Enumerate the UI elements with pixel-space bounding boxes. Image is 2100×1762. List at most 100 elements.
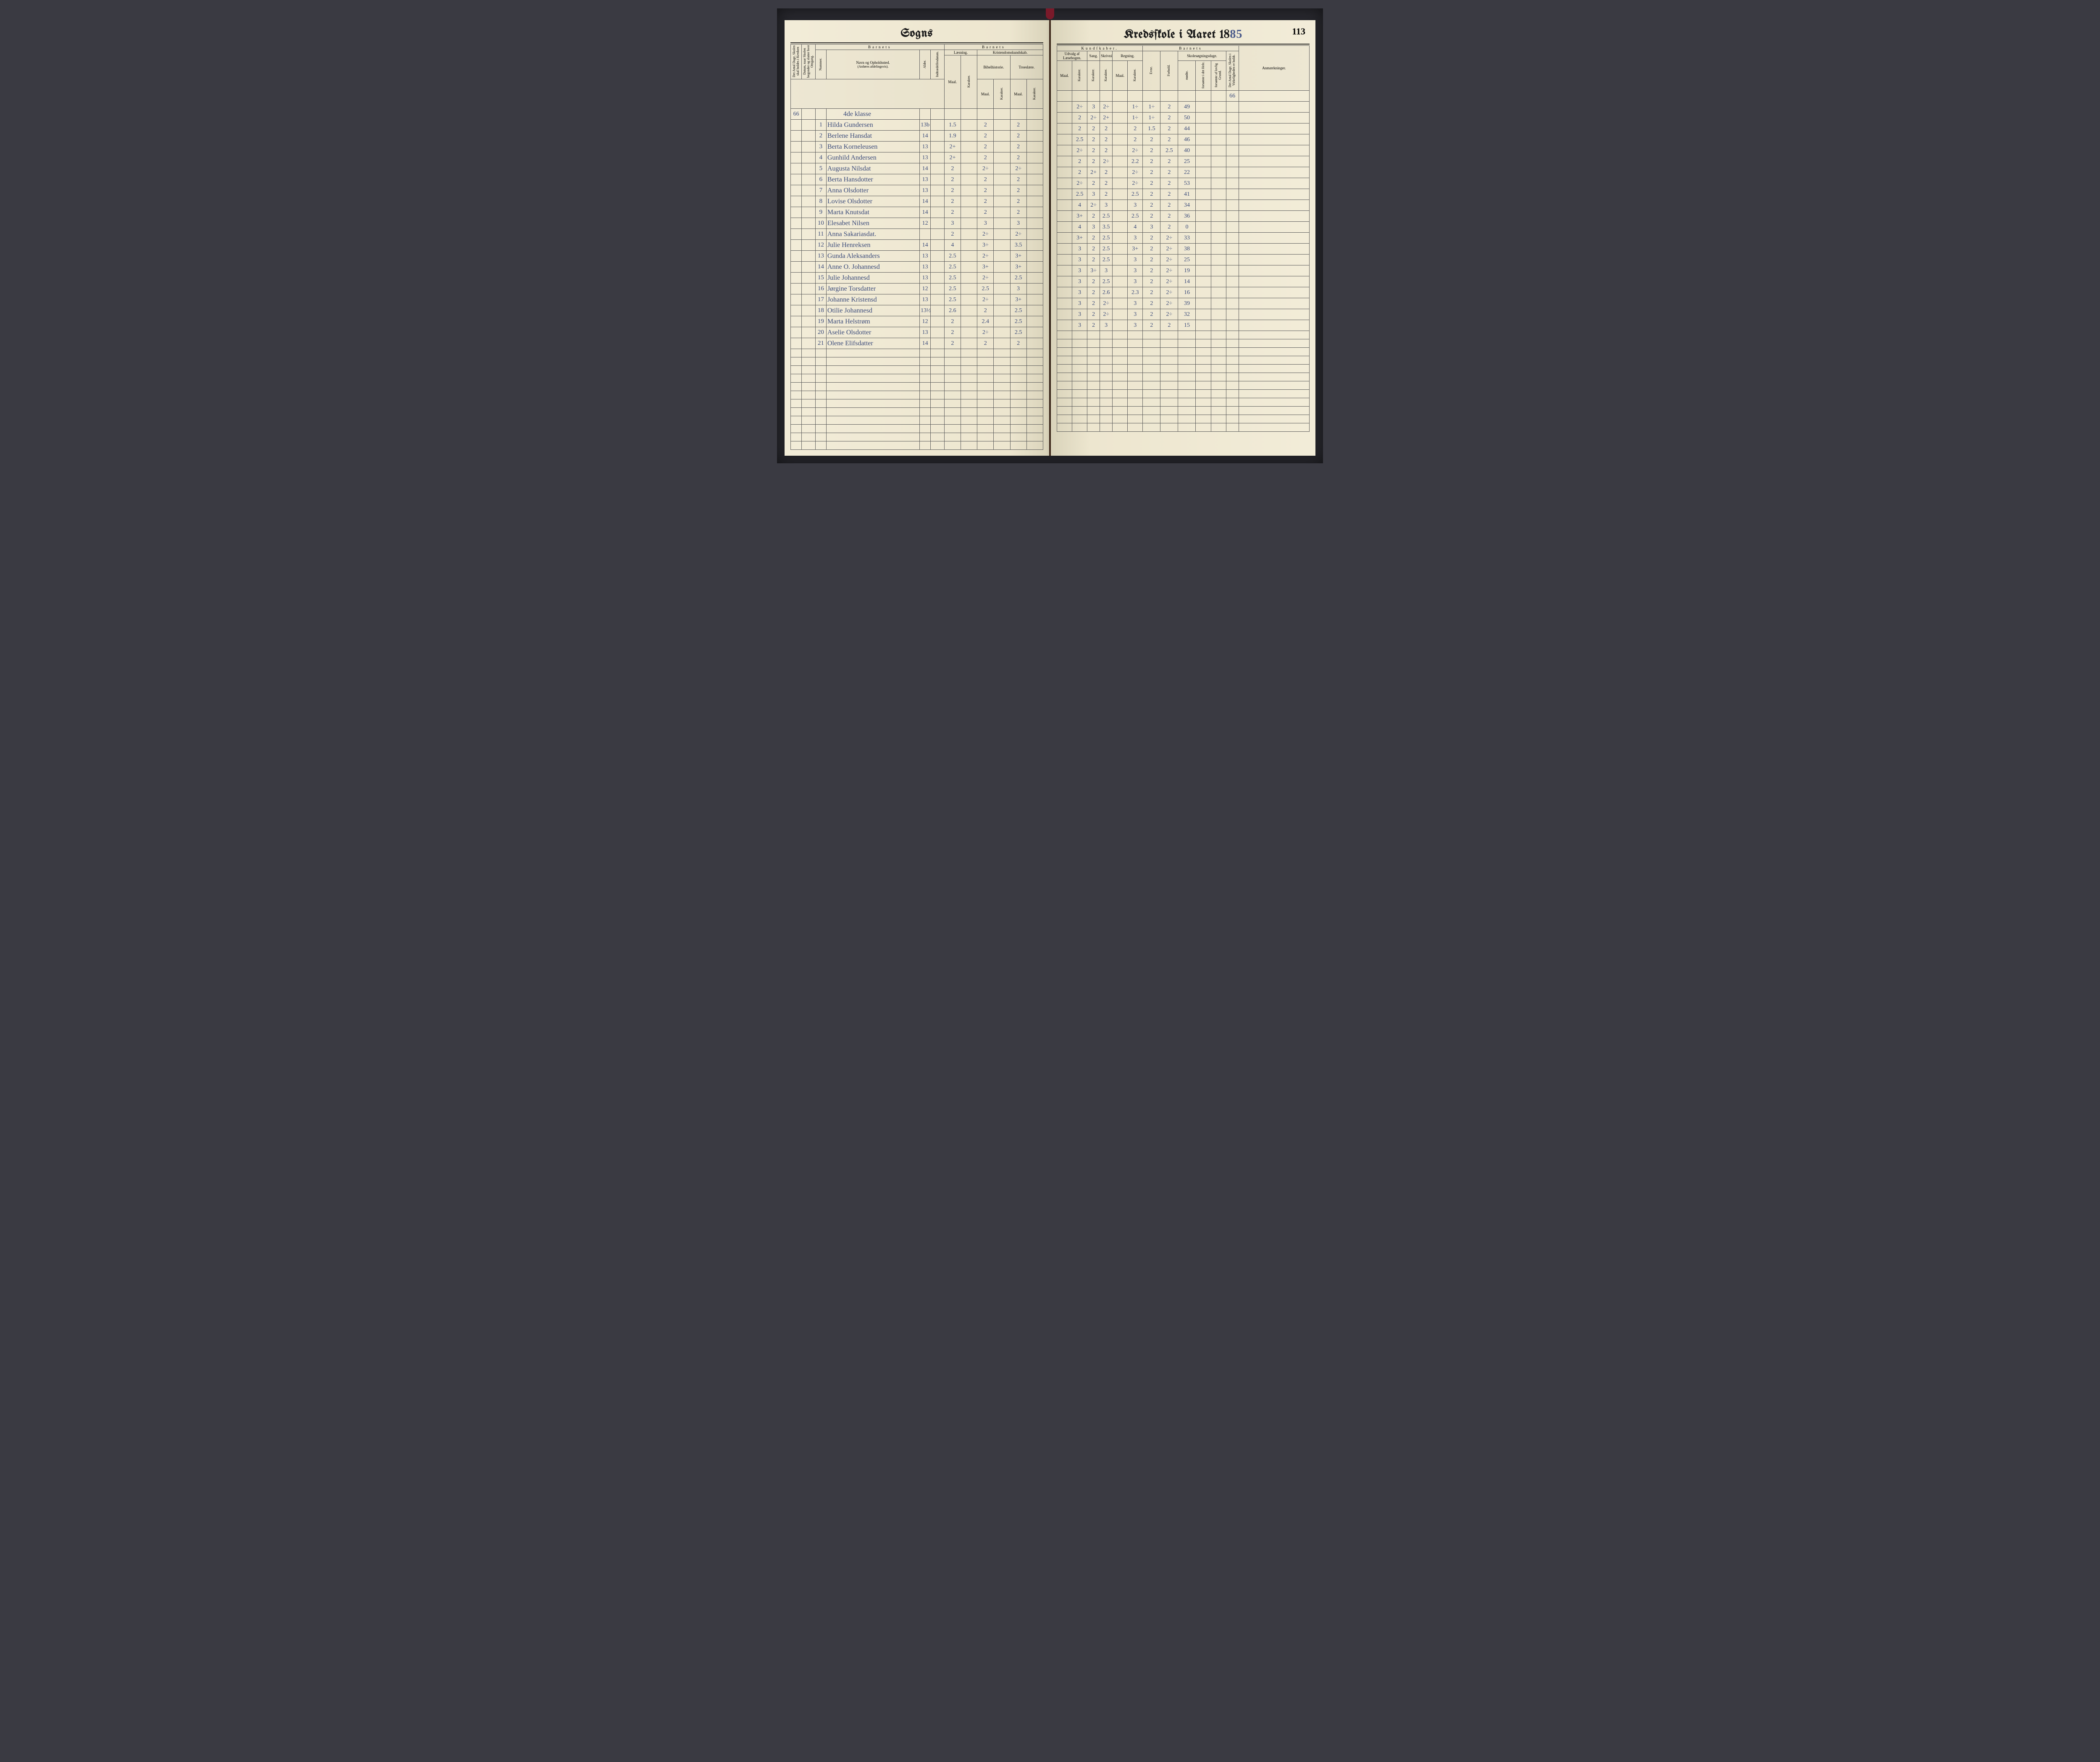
student-name: Johanne Kristensd xyxy=(826,294,919,305)
skriv-kar: 3 xyxy=(1100,265,1113,276)
table-row: 9Marta Knutsdat14222 xyxy=(791,207,1043,218)
skriv-kar: 2 xyxy=(1100,145,1113,156)
table-row: 10Elesabet Nilsen12333 xyxy=(791,218,1043,229)
skriv-kar: 2÷ xyxy=(1100,156,1113,167)
row-number: 12 xyxy=(815,240,826,251)
laesning-maal: 2.5 xyxy=(944,294,961,305)
blank-row xyxy=(791,441,1043,450)
udvalg-kar: 3 xyxy=(1072,255,1087,265)
blank-row xyxy=(1057,365,1310,373)
hdr-b-kar: Karakter. xyxy=(1000,87,1004,100)
modte: 53 xyxy=(1178,178,1196,189)
troes-maal: 2 xyxy=(1010,196,1026,207)
modte: 44 xyxy=(1178,123,1196,134)
skriv-kar: 2÷ xyxy=(1100,298,1113,309)
evne: 2 xyxy=(1143,255,1160,265)
hdr-skolesogning: Skolesøgningsdage. xyxy=(1178,51,1226,61)
hdr-u-maal: Maal. xyxy=(1057,61,1072,91)
bibel-maal: 2 xyxy=(977,174,994,185)
hdr-datum: Datum, naar Skolen begynder og slutter h… xyxy=(803,45,814,78)
row-number: 4 xyxy=(815,152,826,163)
regning-kar: 2 xyxy=(1128,134,1143,145)
evne: 3 xyxy=(1143,222,1160,233)
student-name: Berlene Hansdat xyxy=(826,131,919,142)
modte: 15 xyxy=(1178,320,1196,331)
evne: 2 xyxy=(1143,265,1160,276)
bibel-maal: 2.5 xyxy=(977,284,994,294)
student-name: Otilie Johannesd xyxy=(826,305,919,316)
regning-kar: 3 xyxy=(1128,276,1143,287)
forhold: 2 xyxy=(1160,222,1178,233)
table-row: 2÷222÷22.540 xyxy=(1057,145,1310,156)
troes-maal: 2 xyxy=(1010,131,1026,142)
blank-row xyxy=(791,408,1043,416)
sang-kar: 2 xyxy=(1087,123,1100,134)
skriv-kar: 2+ xyxy=(1100,113,1113,123)
sang-kar: 2 xyxy=(1087,255,1100,265)
hdr-l-kar: Karakter. xyxy=(967,75,971,88)
udvalg-kar: 2÷ xyxy=(1072,178,1087,189)
age: 14 xyxy=(920,338,931,349)
forhold: 2 xyxy=(1160,211,1178,222)
table-row: 33÷3322÷19 xyxy=(1057,265,1310,276)
table-row: 322.5322÷25 xyxy=(1057,255,1310,265)
evne: 2 xyxy=(1143,233,1160,244)
evne: 2 xyxy=(1143,276,1160,287)
forhold: 2÷ xyxy=(1160,255,1178,265)
table-row: 2.52222246 xyxy=(1057,134,1310,145)
skriv-kar: 2.5 xyxy=(1100,233,1113,244)
laesning-maal: 2.5 xyxy=(944,273,961,284)
hdr-u-kar: Karakter. xyxy=(1078,69,1082,81)
blank-row xyxy=(791,374,1043,383)
laesning-maal: 2+ xyxy=(944,152,961,163)
evne: 2 xyxy=(1143,287,1160,298)
skriv-kar: 2.5 xyxy=(1100,276,1113,287)
forhold: 2 xyxy=(1160,178,1178,189)
regning-kar: 3+ xyxy=(1128,244,1143,255)
modte: 36 xyxy=(1178,211,1196,222)
table-row: 322.62.322÷16 xyxy=(1057,287,1310,298)
row-number: 6 xyxy=(815,174,826,185)
bibel-maal: 2÷ xyxy=(977,251,994,262)
left-page: Sogns Det Antal Dage, Skolen skal holdes… xyxy=(785,20,1049,456)
sang-kar: 2 xyxy=(1087,156,1100,167)
laesning-maal: 2.5 xyxy=(944,262,961,273)
sang-kar: 3 xyxy=(1087,189,1100,200)
regning-kar: 1÷ xyxy=(1128,113,1143,123)
hdr-modte: mødte. xyxy=(1185,71,1189,80)
udvalg-kar: 3 xyxy=(1072,298,1087,309)
right-ledger-table: Kundſkaber. Barnets Anmærkninger. Udvalg… xyxy=(1057,45,1310,432)
right-table-head: Kundſkaber. Barnets Anmærkninger. Udvalg… xyxy=(1057,46,1310,91)
bibel-maal: 2÷ xyxy=(977,294,994,305)
udvalg-kar: 4 xyxy=(1072,222,1087,233)
forhold: 2 xyxy=(1160,200,1178,211)
udvalg-kar: 3+ xyxy=(1072,211,1087,222)
hdr-barnets-l2: Barnets xyxy=(944,45,1043,50)
modte: 38 xyxy=(1178,244,1196,255)
laesning-maal: 1.9 xyxy=(944,131,961,142)
skriv-kar: 2 xyxy=(1100,134,1113,145)
student-name: Julie Henreksen xyxy=(826,240,919,251)
blank-row xyxy=(791,433,1043,441)
table-row: 7Anna Olsdotter13222 xyxy=(791,185,1043,196)
troes-maal: 3.5 xyxy=(1010,240,1026,251)
hdr-fors-lov: forsømte af lovlig Grund. xyxy=(1215,61,1222,89)
left-ledger-table: Det Antal Dage, Skolen skal holdes i Kre… xyxy=(790,44,1043,450)
udvalg-kar: 2 xyxy=(1072,113,1087,123)
class-heading: 4de klasse xyxy=(826,109,919,120)
blank-row xyxy=(1057,398,1310,407)
table-row: 11Anna Sakariasdat.22÷2÷ xyxy=(791,229,1043,240)
age: 14 xyxy=(920,163,931,174)
laesning-maal: 4 xyxy=(944,240,961,251)
laesning-maal: 2 xyxy=(944,174,961,185)
modte: 46 xyxy=(1178,134,1196,145)
regning-kar: 3 xyxy=(1128,309,1143,320)
right-title-prefix: Kredsſkole i Aaret 18 xyxy=(1124,29,1230,41)
right-page: 113 Kredsſkole i Aaret 1885 Kundſkaber. … xyxy=(1051,20,1315,456)
udvalg-kar: 2 xyxy=(1072,167,1087,178)
hdr-navn-sub: (Anføres afdelingsvis). xyxy=(827,65,919,68)
hdr-anm: Anmærkninger. xyxy=(1239,46,1309,91)
bibel-maal: 2 xyxy=(977,185,994,196)
table-row: 20Aselie Olsdotter1322÷2.5 xyxy=(791,327,1043,338)
forhold: 2 xyxy=(1160,113,1178,123)
